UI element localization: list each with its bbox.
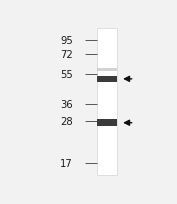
Bar <box>97 120 118 126</box>
Bar <box>97 76 118 83</box>
Text: 95: 95 <box>60 36 73 46</box>
Text: 36: 36 <box>60 100 73 110</box>
Text: 28: 28 <box>60 116 73 126</box>
Text: 17: 17 <box>60 159 73 169</box>
Bar <box>97 68 118 72</box>
Text: 55: 55 <box>60 70 73 80</box>
Bar <box>97 29 118 175</box>
Text: 72: 72 <box>60 49 73 59</box>
